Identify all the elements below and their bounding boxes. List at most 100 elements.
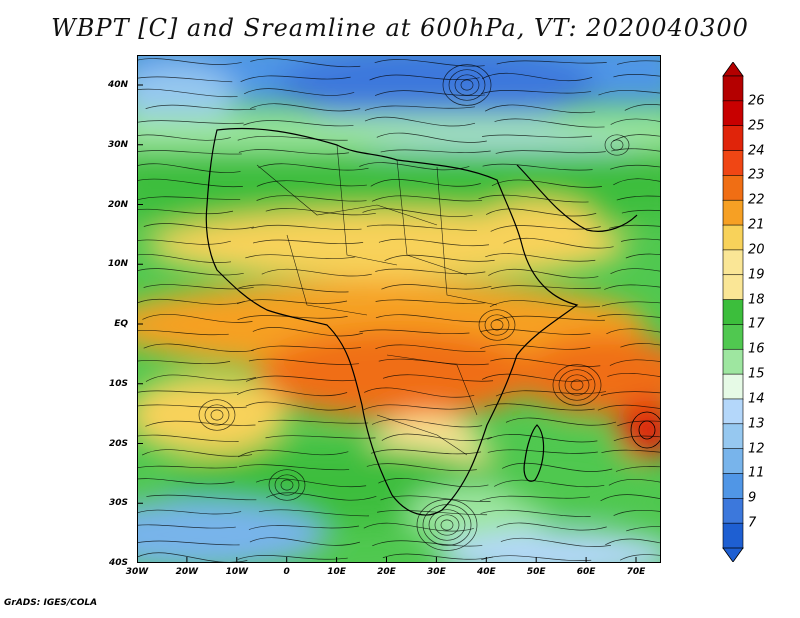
lon-tick-label: 30E (427, 567, 446, 577)
streamline-eddy (604, 134, 630, 156)
streamline (362, 208, 473, 217)
streamline (145, 374, 257, 382)
lon-tick-label: 60E (576, 567, 596, 577)
streamline (485, 208, 597, 217)
lon-tick-label: 70E (626, 567, 646, 577)
streamline (249, 537, 360, 546)
colorbar-segment (722, 522, 744, 549)
streamline (617, 60, 661, 65)
streamline (143, 223, 254, 230)
streamline (598, 90, 661, 96)
streamline (265, 435, 376, 439)
streamline (380, 149, 491, 153)
streamline (610, 118, 661, 125)
streamline-eddy (268, 469, 306, 501)
streamline (253, 239, 364, 245)
colorbar-label: 11 (748, 465, 765, 481)
streamline (261, 268, 372, 277)
streamline (609, 359, 661, 366)
streamline (606, 328, 661, 335)
streamline-eddy (454, 74, 480, 96)
streamline (494, 118, 605, 128)
colorbar-segment (722, 373, 744, 400)
lon-tick-label: 10E (327, 567, 346, 577)
colorbar-label: 19 (748, 267, 765, 283)
streamline (484, 104, 596, 114)
streamline (378, 478, 489, 488)
colorbar-segment (722, 299, 744, 326)
streamline (491, 179, 602, 188)
colorbar-segment (722, 423, 744, 450)
colorbar-segment (722, 274, 744, 301)
lat-tick-label: 40S (108, 558, 128, 568)
streamline (137, 76, 233, 83)
streamline-eddy (490, 319, 504, 331)
streamline (375, 268, 486, 275)
streamline (137, 268, 244, 276)
streamline (369, 74, 480, 81)
streamline (601, 301, 661, 307)
streamline (237, 135, 348, 141)
colorbar-label: 17 (748, 316, 765, 332)
streamline (366, 224, 477, 231)
colorbar-label: 21 (748, 217, 765, 233)
streamline (613, 509, 661, 516)
colorbar-label: 9 (748, 490, 757, 506)
streamline-eddy (440, 519, 454, 531)
streamline (488, 268, 599, 279)
lon-tick-label: 10W (225, 567, 249, 577)
colorbar-label: 20 (748, 242, 765, 258)
streamline (502, 462, 613, 472)
streamline (258, 163, 369, 171)
streamline (252, 327, 363, 337)
streamline (250, 345, 361, 352)
streamline (364, 116, 476, 127)
streamline (137, 524, 236, 529)
streamline (490, 225, 601, 232)
colorbar-min-triangle (722, 547, 744, 562)
streamline-eddy (280, 479, 294, 491)
streamline-eddy (460, 79, 474, 91)
streamline-eddy (210, 409, 224, 421)
streamline (378, 238, 490, 246)
map-panel (137, 55, 661, 563)
streamline-eddy (478, 309, 516, 341)
streamline (265, 208, 376, 216)
lon-tick-label: 20E (377, 567, 396, 577)
streamline (243, 120, 354, 127)
streamline-eddy (558, 369, 596, 401)
streamline (370, 449, 482, 455)
streamline (359, 329, 470, 334)
streamline (236, 388, 348, 397)
streamline (610, 164, 661, 170)
colorbar-segment (722, 75, 744, 102)
lat-tick-label: 20S (108, 438, 128, 449)
colorbar-label: 7 (748, 515, 757, 531)
streamline (489, 300, 601, 308)
streamline (601, 449, 661, 453)
wbpt-shading (137, 55, 661, 563)
streamline (605, 538, 661, 546)
colorbar-label: 26 (748, 93, 765, 109)
streamline (137, 120, 244, 124)
lon-tick-label: 20W (175, 567, 199, 577)
streamline (239, 464, 350, 471)
streamline (374, 90, 486, 96)
lon-tick-label: 30W (125, 567, 149, 577)
colorbar-segment (722, 498, 744, 524)
streamlines (137, 58, 661, 563)
streamline (494, 315, 605, 321)
colorbar-max-triangle (722, 62, 744, 77)
streamline (364, 387, 475, 398)
colorbar-segment (722, 150, 744, 177)
streamline (363, 522, 474, 532)
streamline (505, 417, 617, 426)
streamline (487, 434, 598, 443)
streamline (245, 375, 357, 382)
streamline (619, 554, 661, 561)
streamline (255, 478, 367, 488)
streamline (382, 374, 494, 382)
streamline (495, 150, 606, 154)
streamline (621, 209, 661, 214)
streamline (137, 163, 241, 173)
